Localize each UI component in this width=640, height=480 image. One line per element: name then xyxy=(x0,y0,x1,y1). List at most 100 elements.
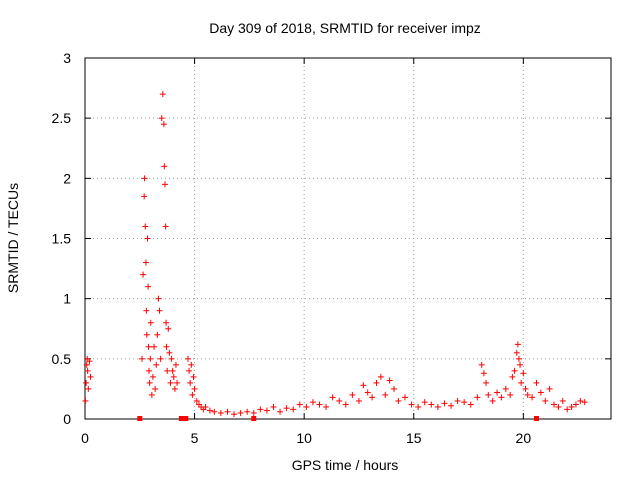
data-point xyxy=(187,379,194,386)
data-point xyxy=(568,403,575,410)
data-point xyxy=(141,193,148,200)
data-points xyxy=(82,91,588,421)
data-point xyxy=(217,409,224,416)
data-point xyxy=(143,331,150,338)
data-point xyxy=(257,406,264,413)
data-point xyxy=(145,343,152,350)
data-point xyxy=(185,355,192,362)
data-point xyxy=(395,397,402,404)
data-point xyxy=(145,367,152,374)
data-point xyxy=(377,373,384,380)
data-point xyxy=(159,91,166,98)
y-tick-label: 1 xyxy=(63,291,71,307)
data-point xyxy=(163,319,170,326)
y-tick-label: 2 xyxy=(63,170,71,186)
x-tick-label: 20 xyxy=(516,430,532,446)
data-point xyxy=(507,391,514,398)
data-point xyxy=(421,399,428,406)
data-point xyxy=(156,307,163,314)
x-tick-label: 0 xyxy=(81,430,89,446)
data-point xyxy=(86,358,93,365)
data-point xyxy=(509,373,516,380)
data-point xyxy=(163,343,170,350)
data-point xyxy=(224,408,231,415)
data-point xyxy=(143,307,150,314)
data-point xyxy=(564,406,571,413)
data-point xyxy=(155,295,162,302)
zero-marker xyxy=(137,416,143,421)
data-point xyxy=(169,367,176,374)
data-point xyxy=(511,367,518,374)
data-point xyxy=(154,331,161,338)
data-point xyxy=(478,361,485,368)
data-point xyxy=(145,283,152,290)
data-point xyxy=(84,367,91,374)
data-point xyxy=(140,271,147,278)
data-point xyxy=(85,385,92,392)
zero-marker xyxy=(183,416,189,421)
data-point xyxy=(577,397,584,404)
y-tick-label: 3 xyxy=(63,50,71,66)
data-point xyxy=(146,379,153,386)
grid xyxy=(85,58,611,419)
data-point xyxy=(153,361,160,368)
y-axis-label: SRMTID / TECUs xyxy=(5,183,21,293)
data-point xyxy=(408,401,415,408)
data-point xyxy=(559,397,566,404)
data-point xyxy=(231,411,238,418)
data-point xyxy=(309,399,316,406)
data-point xyxy=(290,406,297,413)
data-point xyxy=(244,408,251,415)
data-point xyxy=(515,355,522,362)
data-point xyxy=(160,121,167,128)
data-point xyxy=(168,355,175,362)
x-tick-label: 15 xyxy=(406,430,422,446)
data-point xyxy=(296,401,303,408)
data-point xyxy=(467,401,474,408)
data-point xyxy=(170,373,177,380)
data-point xyxy=(316,401,323,408)
data-point xyxy=(342,401,349,408)
data-point xyxy=(382,391,389,398)
data-point xyxy=(161,181,168,188)
data-point xyxy=(174,379,181,386)
data-point xyxy=(441,400,448,407)
data-point xyxy=(193,397,200,404)
x-tick-label: 5 xyxy=(191,430,199,446)
data-point xyxy=(555,403,562,410)
data-point xyxy=(461,399,468,406)
data-point xyxy=(349,391,356,398)
data-point xyxy=(162,223,169,230)
data-point xyxy=(157,355,164,362)
data-point xyxy=(551,401,558,408)
chart-title: Day 309 of 2018, SRMTID for receiver imp… xyxy=(209,20,481,36)
data-point xyxy=(517,361,524,368)
data-point xyxy=(329,394,336,401)
data-point xyxy=(172,361,179,368)
x-tick-label: 10 xyxy=(296,430,312,446)
data-point xyxy=(147,355,154,362)
data-point xyxy=(391,385,398,392)
zero-marker xyxy=(533,416,539,421)
data-point xyxy=(158,115,165,122)
data-point xyxy=(152,385,159,392)
data-point xyxy=(533,379,540,386)
data-point xyxy=(189,391,196,398)
data-point xyxy=(498,394,505,401)
data-point xyxy=(82,397,89,404)
data-point xyxy=(529,394,536,401)
data-point xyxy=(520,370,527,377)
data-point xyxy=(202,403,209,410)
data-point xyxy=(148,391,155,398)
data-point xyxy=(83,361,90,368)
data-point xyxy=(514,341,521,348)
data-point xyxy=(360,382,367,389)
data-point xyxy=(513,349,520,356)
data-point xyxy=(355,397,362,404)
data-point xyxy=(303,403,310,410)
data-point xyxy=(502,385,509,392)
data-point xyxy=(190,373,197,380)
data-point xyxy=(537,389,544,396)
y-tick-label: 1.5 xyxy=(52,231,72,247)
data-point xyxy=(142,223,149,230)
